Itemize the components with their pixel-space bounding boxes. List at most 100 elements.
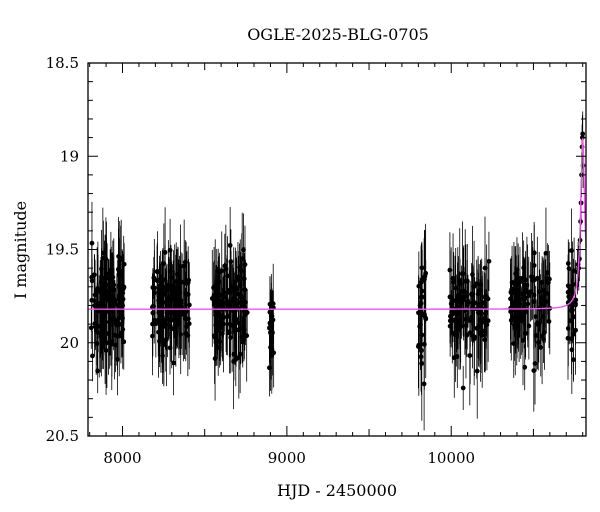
data-point (150, 333, 155, 339)
data-point (418, 354, 424, 360)
data-point (486, 258, 492, 264)
data-point (111, 300, 117, 306)
data-point (416, 342, 422, 348)
data-point (525, 301, 531, 307)
data-point (268, 313, 274, 319)
data-point (540, 314, 546, 319)
data-point (572, 302, 578, 308)
data-point (457, 278, 463, 283)
data-point (89, 274, 95, 280)
data-point (522, 364, 528, 370)
data-point (485, 296, 491, 302)
data-point (186, 321, 192, 327)
data-point (151, 275, 157, 281)
data-point (113, 342, 118, 348)
x-tick-label: 8000 (103, 449, 141, 467)
data-point (531, 250, 537, 256)
data-point (174, 291, 180, 296)
data-point (107, 319, 113, 325)
data-point (419, 265, 425, 271)
data-point (231, 351, 237, 357)
data-point (106, 297, 112, 303)
data-point (183, 291, 189, 297)
plot-marks (88, 111, 586, 431)
data-point (176, 295, 182, 301)
y-tick-label: 20 (60, 334, 79, 352)
x-axis-title: HJD - 2450000 (277, 481, 397, 500)
data-point (460, 385, 466, 391)
data-point (533, 314, 539, 320)
data-point (95, 286, 101, 292)
data-point (419, 332, 424, 338)
data-point (119, 313, 124, 319)
data-point (463, 289, 468, 295)
data-point (244, 310, 250, 315)
data-point (153, 321, 159, 327)
x-tick-label: 10000 (427, 449, 475, 467)
y-axis-title: I magnitude (11, 201, 30, 299)
data-point (240, 303, 246, 309)
y-tick-label: 20.5 (46, 427, 79, 445)
data-point (121, 339, 127, 345)
data-point (453, 285, 459, 291)
data-point (449, 309, 454, 315)
data-point (89, 278, 95, 284)
data-point (95, 368, 101, 374)
y-tick-label: 19.5 (46, 241, 79, 259)
data-point (543, 250, 549, 256)
data-point (570, 331, 576, 337)
data-point (570, 282, 576, 288)
chart-title: OGLE-2025-BLG-0705 (247, 25, 429, 44)
data-point (234, 303, 240, 309)
y-tick-label: 19 (60, 147, 79, 165)
data-point (242, 262, 248, 267)
data-point (460, 271, 465, 277)
data-point (177, 312, 183, 318)
data-point (182, 259, 188, 265)
data-point (268, 330, 274, 336)
data-point (115, 357, 120, 362)
data-point (94, 341, 100, 346)
data-point (421, 341, 427, 347)
data-point (173, 279, 179, 284)
data-point (98, 330, 104, 336)
data-point (467, 353, 473, 358)
data-point (423, 315, 428, 321)
data-point (241, 276, 247, 282)
data-point (269, 346, 275, 352)
data-point (508, 317, 514, 323)
data-point (482, 265, 488, 271)
data-point (212, 283, 218, 289)
data-point (522, 331, 528, 336)
data-point (116, 294, 122, 300)
data-point (453, 332, 459, 338)
data-point (229, 283, 235, 289)
data-point (568, 287, 574, 293)
data-point (573, 327, 578, 333)
data-point (416, 283, 422, 289)
data-point (417, 324, 423, 329)
data-point (236, 320, 242, 326)
data-point (464, 302, 470, 308)
data-point (477, 303, 483, 309)
data-point (99, 300, 105, 306)
data-point (169, 292, 174, 298)
data-point (531, 368, 537, 373)
data-point (515, 279, 521, 285)
data-point (94, 303, 100, 309)
data-point (450, 275, 456, 281)
data-point (183, 331, 189, 336)
data-point (565, 335, 571, 341)
data-point (511, 341, 517, 346)
data-point (526, 323, 532, 329)
data-point (565, 261, 571, 266)
data-point (154, 269, 160, 274)
data-point (186, 277, 192, 283)
data-point (521, 305, 527, 311)
data-point (480, 300, 486, 306)
data-point (104, 340, 110, 346)
data-point (158, 327, 164, 333)
data-point (521, 265, 527, 271)
data-point (569, 248, 574, 254)
